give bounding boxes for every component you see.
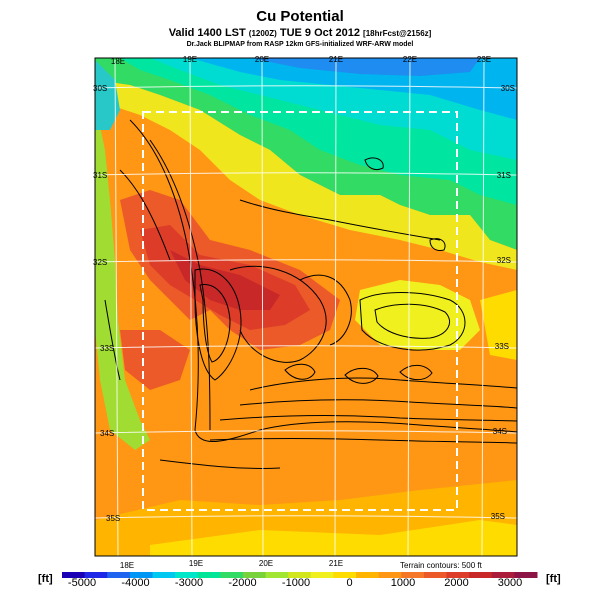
lat-label-right: 31S: [497, 171, 511, 180]
colorbar-swatch: [401, 572, 425, 578]
lat-labels-left: 30S 31S 32S 33S 34S 35S: [93, 84, 120, 523]
colorbar-tick-label: -2000: [228, 577, 257, 589]
colorbar-tick-label: -5000: [67, 577, 97, 589]
forecast-date: TUE 9 Oct 2012: [279, 27, 360, 39]
lon-label-top: 21E: [329, 55, 343, 64]
utc-time: (1200Z): [248, 29, 277, 38]
field-sw-red: [120, 330, 190, 390]
lon-labels-bottom: 18E 19E 20E 21E: [120, 559, 343, 570]
colorbar-tick-label: -4000: [121, 577, 150, 589]
lon-label-top: 19E: [183, 55, 197, 64]
lat-label-right: 33S: [495, 342, 509, 351]
field-band-yellow: [95, 80, 517, 270]
colorbar-swatch: [446, 572, 470, 578]
colorbar-swatch: [514, 572, 538, 578]
colorbar-swatch: [333, 572, 357, 578]
colorbar-tick-label: 0: [346, 577, 353, 589]
colorbar-swatch: [310, 572, 334, 578]
colorbar-unit-right: [ft]: [546, 573, 561, 585]
lat-label-left: 32S: [93, 258, 107, 267]
colorbar-swatch: [152, 572, 176, 578]
field-band-dark-red: [170, 250, 280, 310]
lon-label-bottom: 19E: [189, 559, 203, 568]
forecast-run: [18hrFcst@2156z]: [363, 29, 432, 38]
lon-label-bottom: 21E: [329, 559, 343, 568]
colorbar-swatch: [265, 572, 289, 578]
lat-label-left: 34S: [100, 429, 114, 438]
colorbar-swatch: [84, 572, 108, 578]
colorbar-swatch: [491, 572, 515, 578]
lat-label-right: 32S: [497, 256, 511, 265]
colorbar-swatch: [62, 572, 86, 578]
colorbar-swatch: [129, 572, 153, 578]
colorbar-tick-label: -3000: [174, 577, 204, 589]
colorbar-swatch: [423, 572, 448, 578]
terrain-contour-note: Terrain contours: 500 ft: [400, 561, 482, 570]
lat-label-right: 30S: [501, 84, 515, 93]
lon-label-top: 23E: [477, 55, 491, 64]
valid-time: Valid 1400 LST: [168, 27, 246, 39]
colorbar-swatch: [378, 572, 402, 578]
colorbar-unit-left: [ft]: [38, 573, 53, 585]
colorbar-swatch: [356, 572, 380, 578]
colorbar-swatch: [107, 572, 131, 578]
lat-label-left: 33S: [100, 344, 114, 353]
map-title: Cu Potential: [256, 8, 344, 25]
field-south-yellow: [150, 520, 517, 556]
colorbar-swatch: [175, 572, 199, 578]
field-coast-green: [95, 102, 150, 450]
colorbar-tick-label: 2000: [444, 577, 469, 589]
lat-label-left: 30S: [93, 84, 107, 93]
lon-label-bottom: 20E: [259, 559, 273, 568]
map-border: [94, 57, 518, 557]
colorbar: [62, 572, 538, 578]
colorbar-tick-label: 3000: [497, 577, 523, 589]
lon-labels-top: 18E 19E 20E 21E 22E 23E: [111, 55, 491, 66]
colorbar-swatch: [242, 572, 267, 578]
colorbar-swatch: [288, 572, 312, 578]
inner-domain-box: [142, 111, 458, 511]
lat-labels-right: 30S 31S 32S 33S 34S 35S: [491, 84, 515, 521]
colorbar-swatch: [469, 572, 493, 578]
model-credit: Dr.Jack BLIPMAP from RASP 12km GFS-initi…: [186, 41, 414, 48]
field-east-edge: [480, 290, 517, 360]
lon-label-bottom: 18E: [120, 561, 134, 570]
graticule: [94, 59, 518, 557]
lat-label-right: 34S: [493, 427, 507, 436]
field-nw-cyan: [95, 60, 120, 130]
field-band-blue: [250, 58, 480, 76]
valid-time-subtitle: Valid 1400 LST (1200Z) TUE 9 Oct 2012 [1…: [0, 27, 600, 39]
lon-label-top: 18E: [111, 57, 125, 66]
lat-label-left: 35S: [106, 514, 120, 523]
lat-label-left: 31S: [93, 171, 107, 180]
field-east-yellow: [355, 280, 480, 350]
colorbar-tick-label: 1000: [390, 577, 416, 589]
colorbar-swatch: [197, 572, 221, 578]
lat-label-right: 35S: [491, 512, 505, 521]
colorbar-tick-label: -1000: [281, 577, 311, 589]
colorbar-swatch: [220, 572, 244, 578]
lon-label-top: 20E: [255, 55, 269, 64]
lon-label-top: 22E: [403, 55, 417, 64]
